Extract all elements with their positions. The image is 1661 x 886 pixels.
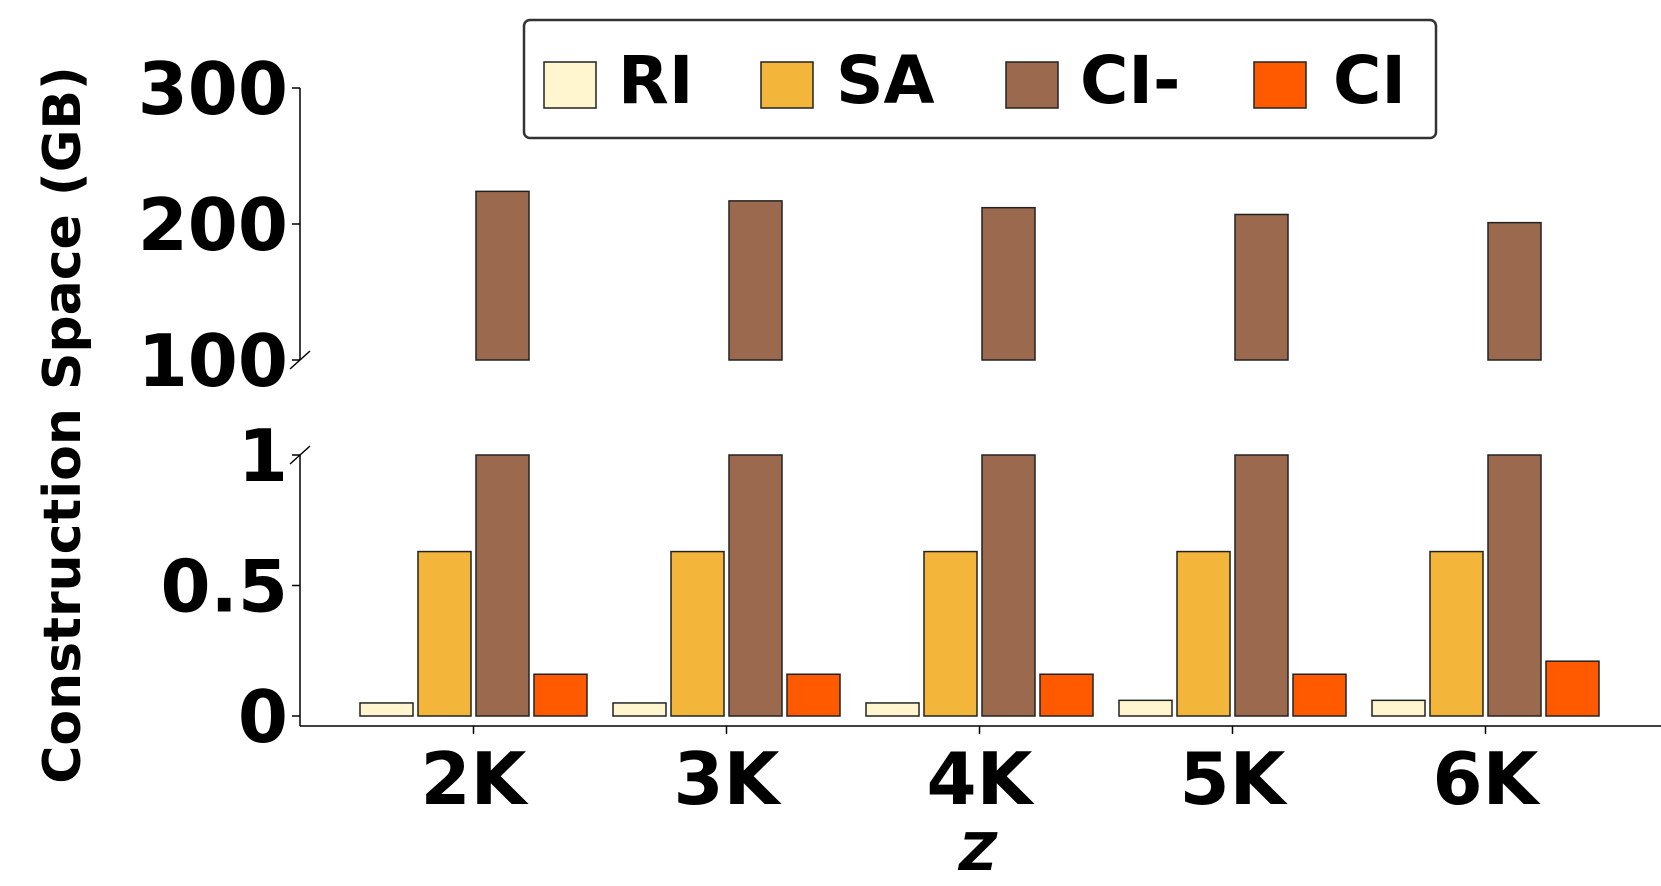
- x-tick-label-6K: 6K: [1433, 737, 1541, 821]
- legend-frame: [522, 18, 1438, 140]
- y-tick-label: 0: [238, 675, 288, 759]
- bar-CI--2K: [475, 190, 530, 361]
- bar-RI-2K: [359, 702, 414, 717]
- bar-RI-3K: [612, 702, 667, 717]
- bar-RI-4K: [865, 702, 920, 717]
- bar-CI-4K: [1039, 673, 1094, 717]
- x-tick-label-2K: 2K: [421, 737, 529, 821]
- bar-SA-6K: [1429, 550, 1484, 717]
- legend-swatch-CI-: [1005, 61, 1059, 109]
- bar-SA-3K: [670, 550, 725, 717]
- bar-RI-5K: [1118, 699, 1173, 717]
- bar-CI--4K-lower: [981, 454, 1036, 717]
- legend: RI SA CI- CI: [522, 18, 1438, 140]
- y-tick-label: 200: [138, 183, 288, 267]
- bar-SA-2K: [417, 550, 472, 717]
- bar-CI--4K: [981, 206, 1036, 361]
- upper-y-axis: 100 200 300: [138, 47, 311, 403]
- legend-swatch-SA: [760, 61, 814, 109]
- x-tick-label-3K: 3K: [674, 737, 782, 821]
- bar-SA-4K: [923, 550, 978, 717]
- bar-CI--3K-lower: [728, 454, 783, 717]
- legend-label-CI: CI: [1333, 42, 1406, 119]
- legend-label-SA: SA: [836, 42, 935, 119]
- bar-CI--6K: [1487, 221, 1542, 361]
- bar-CI--3K: [728, 200, 783, 361]
- y-tick-label: 300: [138, 47, 288, 131]
- x-axis-title: Z: [957, 823, 998, 883]
- bar-CI--2K-lower: [475, 454, 530, 717]
- bar-CI--6K-lower: [1487, 454, 1542, 717]
- bar-CI-2K: [533, 673, 588, 717]
- y-tick-label: 0.5: [160, 545, 288, 629]
- bar-CI-3K: [786, 673, 841, 717]
- lower-y-axis: 00.51: [160, 414, 311, 759]
- x-tick-label-4K: 4K: [927, 737, 1035, 821]
- y-axis-title: Construction Space (GB): [33, 66, 93, 784]
- legend-swatch-RI: [543, 61, 597, 109]
- bar-RI-6K: [1371, 699, 1426, 717]
- legend-label-RI: RI: [618, 42, 693, 119]
- bar-CI-5K: [1292, 673, 1347, 717]
- y-tick-label: 1: [238, 414, 288, 498]
- legend-swatch-CI: [1253, 61, 1307, 109]
- bar-CI--5K: [1234, 213, 1289, 361]
- bar-CI-6K: [1545, 660, 1600, 717]
- bar-CI--5K-lower: [1234, 454, 1289, 717]
- y-tick-label: 100: [138, 319, 288, 403]
- x-tick-label-5K: 5K: [1180, 737, 1288, 821]
- legend-label-CI-: CI-: [1080, 42, 1180, 119]
- bar-SA-5K: [1176, 550, 1231, 717]
- x-axis: 2K 3K 4K 5K 6K: [300, 725, 1661, 821]
- bars: [359, 190, 1600, 717]
